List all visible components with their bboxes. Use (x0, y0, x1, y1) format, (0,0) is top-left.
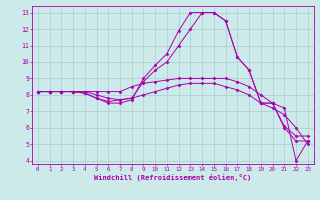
X-axis label: Windchill (Refroidissement éolien,°C): Windchill (Refroidissement éolien,°C) (94, 174, 252, 181)
